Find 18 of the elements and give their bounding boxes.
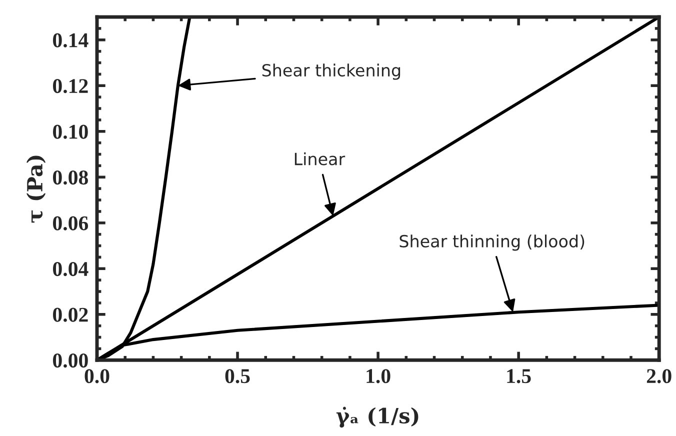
x-axis-title: γ̇ₐ (1/s) <box>336 406 418 428</box>
y-axis-title: τ (Pa) <box>26 156 46 223</box>
x-tick-label: 1.5 <box>507 369 531 384</box>
annotation: Shear thinning (blood) <box>400 234 584 251</box>
annotation: Linear <box>294 152 346 166</box>
y-tick-label: 0.10 <box>53 124 88 139</box>
y-tick-label: 0.12 <box>53 79 88 94</box>
y-tick-label: 0.04 <box>53 262 88 276</box>
y-tick-label: 0.08 <box>53 170 88 185</box>
y-tick-label: 0.02 <box>53 308 88 322</box>
x-tick-label: 1.0 <box>366 369 390 384</box>
x-tick-label: 2.0 <box>646 369 672 384</box>
x-tick-label: 0.0 <box>84 369 110 384</box>
y-tick-label: 0.00 <box>53 354 88 368</box>
x-tick-label: 0.5 <box>225 369 250 384</box>
y-tick-label: 0.06 <box>53 216 88 230</box>
annotation: Shear thickening <box>262 64 400 80</box>
y-tick-label: 0.14 <box>53 33 88 48</box>
